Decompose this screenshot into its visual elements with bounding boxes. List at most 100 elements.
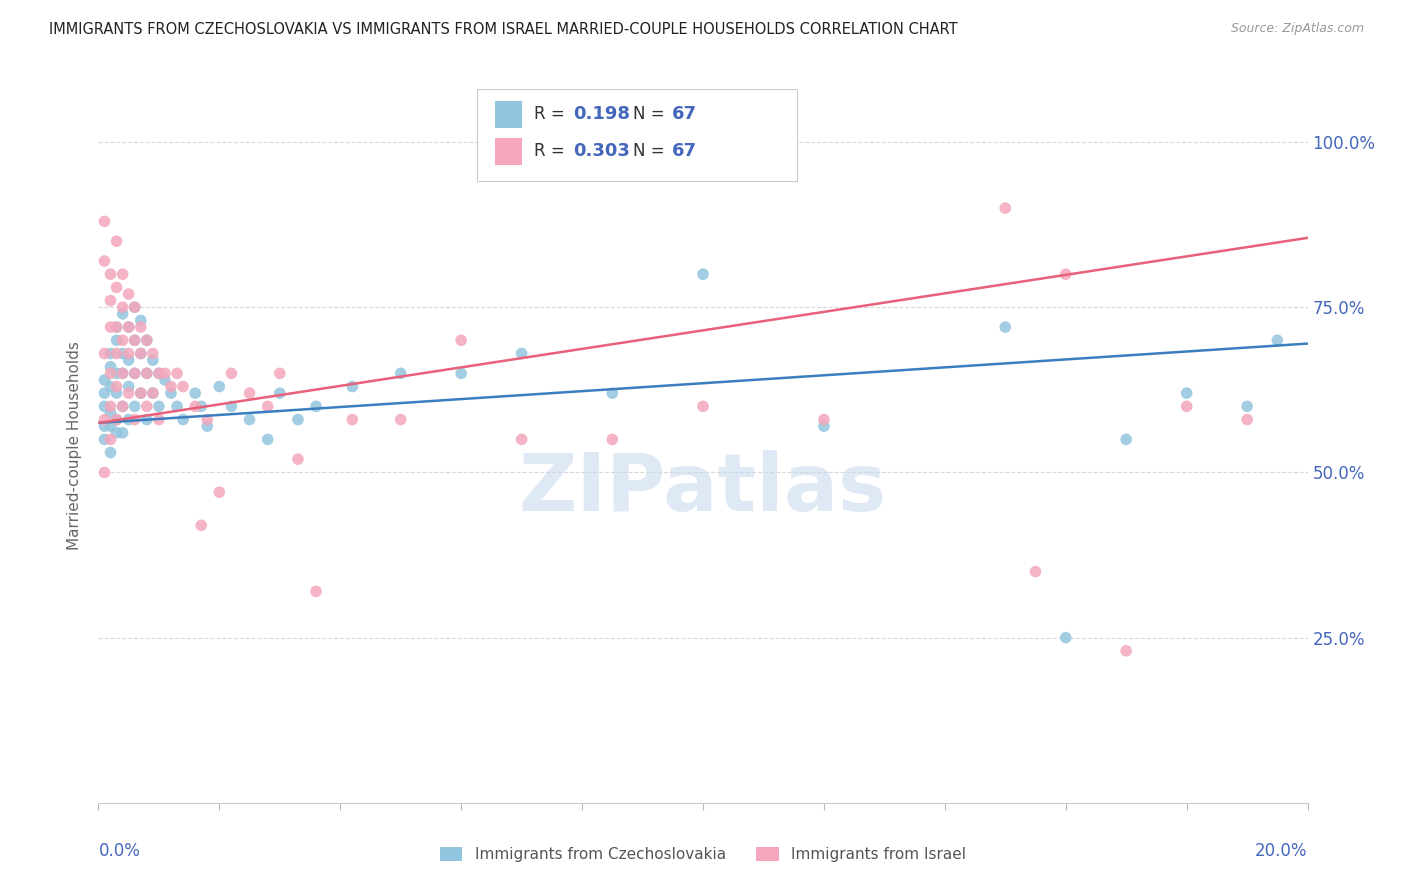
Point: [305, 584, 328, 599]
Point: [1175, 386, 1198, 401]
Point: [93, 433, 115, 447]
Point: [692, 267, 714, 281]
Point: [208, 379, 231, 393]
Point: [239, 386, 262, 401]
Point: [100, 400, 122, 414]
Point: [93, 254, 115, 268]
Point: [389, 412, 412, 426]
Point: [118, 412, 141, 426]
Point: [602, 433, 624, 447]
Point: [153, 367, 176, 381]
Point: [342, 412, 364, 426]
Point: [1054, 631, 1077, 645]
Point: [118, 320, 141, 334]
Point: [100, 419, 122, 434]
Text: ZIPatlas: ZIPatlas: [519, 450, 887, 528]
FancyBboxPatch shape: [495, 137, 522, 165]
Point: [118, 287, 141, 301]
Point: [118, 386, 141, 401]
Point: [93, 373, 115, 387]
FancyBboxPatch shape: [495, 101, 522, 128]
Point: [118, 353, 141, 368]
Point: [105, 386, 128, 401]
Point: [105, 280, 128, 294]
Point: [256, 433, 278, 447]
Point: [100, 293, 122, 308]
Point: [129, 346, 152, 360]
Point: [124, 333, 146, 347]
Y-axis label: Married-couple Households: Married-couple Households: [67, 342, 83, 550]
Point: [166, 400, 188, 414]
Point: [1267, 333, 1289, 347]
Point: [389, 367, 412, 381]
Point: [1115, 433, 1137, 447]
Point: [118, 320, 141, 334]
Point: [269, 386, 291, 401]
Point: [287, 452, 309, 467]
Point: [129, 313, 152, 327]
Point: [93, 214, 115, 228]
Point: [118, 379, 141, 393]
Point: [160, 386, 183, 401]
Point: [124, 400, 146, 414]
Point: [184, 386, 207, 401]
Text: N =: N =: [633, 105, 669, 123]
Point: [105, 425, 128, 440]
Point: [100, 320, 122, 334]
Point: [342, 379, 364, 393]
Point: [111, 367, 134, 381]
Text: 0.198: 0.198: [574, 105, 631, 123]
Point: [124, 367, 146, 381]
Point: [135, 367, 157, 381]
Point: [100, 433, 122, 447]
Point: [148, 367, 170, 381]
FancyBboxPatch shape: [477, 89, 797, 180]
Text: Source: ZipAtlas.com: Source: ZipAtlas.com: [1230, 22, 1364, 36]
Point: [172, 379, 194, 393]
Point: [166, 367, 188, 381]
Point: [93, 412, 115, 426]
Point: [602, 386, 624, 401]
Legend: Immigrants from Czechoslovakia, Immigrants from Israel: Immigrants from Czechoslovakia, Immigran…: [433, 841, 973, 868]
Point: [287, 412, 309, 426]
Point: [135, 367, 157, 381]
Text: 67: 67: [672, 143, 696, 161]
Point: [256, 400, 278, 414]
Point: [100, 406, 122, 420]
Point: [994, 201, 1017, 215]
Text: 67: 67: [672, 105, 696, 123]
Point: [100, 359, 122, 374]
Point: [1115, 644, 1137, 658]
Point: [135, 333, 157, 347]
Point: [129, 386, 152, 401]
Point: [100, 346, 122, 360]
Point: [239, 412, 262, 426]
Point: [129, 320, 152, 334]
Point: [142, 346, 165, 360]
Point: [510, 346, 533, 360]
Point: [221, 400, 243, 414]
Point: [105, 333, 128, 347]
Point: [160, 379, 183, 393]
Point: [105, 346, 128, 360]
Point: [111, 333, 134, 347]
Point: [142, 386, 165, 401]
Point: [153, 373, 176, 387]
Point: [100, 367, 122, 381]
Point: [148, 367, 170, 381]
Point: [124, 367, 146, 381]
Point: [450, 333, 472, 347]
Point: [172, 412, 194, 426]
Point: [111, 425, 134, 440]
Text: 20.0%: 20.0%: [1256, 842, 1308, 860]
Point: [100, 379, 122, 393]
Text: R =: R =: [534, 105, 569, 123]
Point: [111, 400, 134, 414]
Point: [93, 346, 115, 360]
Point: [813, 412, 835, 426]
Point: [142, 353, 165, 368]
Point: [208, 485, 231, 500]
Point: [510, 433, 533, 447]
Point: [221, 367, 243, 381]
Point: [135, 412, 157, 426]
